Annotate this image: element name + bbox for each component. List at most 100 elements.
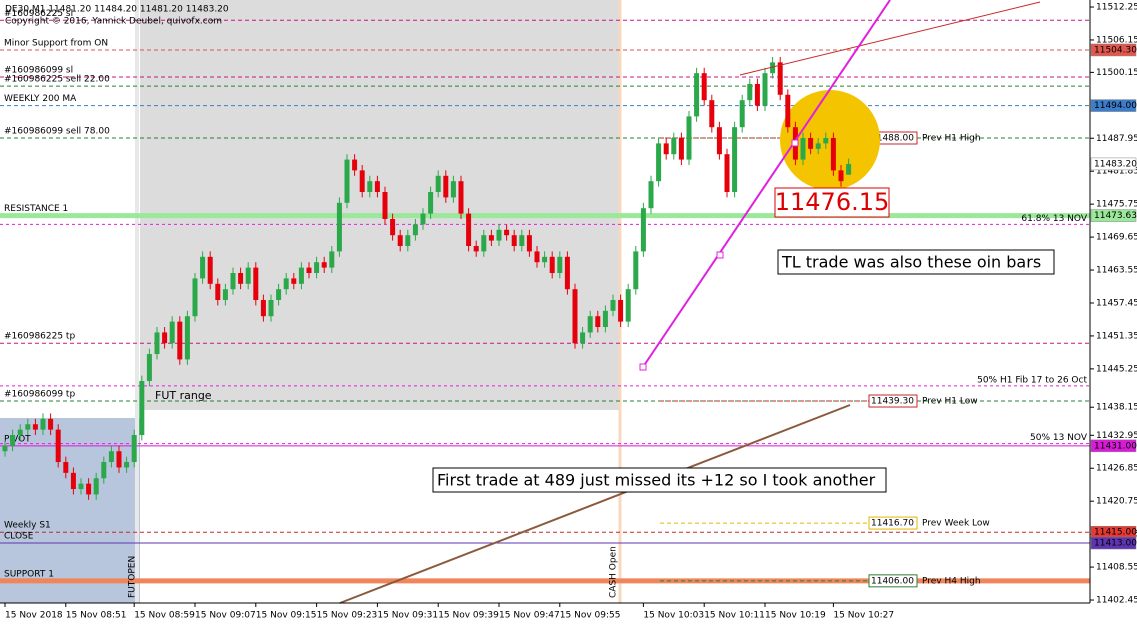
candle-body [830,137,836,171]
candle-body [732,127,738,192]
overlay-layer: 11476.15 TL trade was also these oin bar… [5,0,1055,604]
candle-body [329,251,335,268]
highlight-circle [780,90,880,190]
candle-body [40,418,46,430]
y-tick-label: 11512.25 [1096,3,1137,13]
price-callout-box [774,187,890,218]
x-tick-label: 15 Nov 09:31 [377,611,438,621]
candle-body [572,289,578,344]
trend-line [642,0,891,368]
candle-body [352,159,358,171]
candle-body [656,143,662,182]
level-label: SUPPORT 1 [4,569,54,579]
level-box [868,394,918,408]
candle-body [808,137,814,149]
candle-body [815,143,821,149]
candle-body [336,202,342,252]
candle-body [846,163,852,175]
y-tick-label: 11506.15 [1096,35,1137,45]
candle-body [762,73,768,106]
candle-body [519,235,525,247]
level-label: #160986099 sell 78.00 [4,126,110,136]
candle-body [405,235,411,247]
x-tick-label: 15 Nov 09:39 [438,611,499,621]
price-box-label: 11504.30 [1094,45,1137,55]
candle-body [146,354,152,382]
y-tick-label: 11487.95 [1096,134,1137,144]
candle-body [701,73,707,101]
price-box-label: 11483.20 [1094,159,1137,169]
y-tick-label: 11420.75 [1096,497,1137,507]
candle-body [625,289,631,322]
candle-body [382,191,388,220]
y-tick-label: 11451.35 [1096,331,1137,341]
candle-body [450,181,456,198]
candle-body [162,332,168,344]
candle-body [481,235,487,252]
candle-body [48,418,54,430]
candle-body [580,332,586,344]
price-box-label: 11413.00 [1094,539,1137,549]
symbol-header: DE30,M1 11481.20 11484.20 11481.20 11483… [5,5,229,15]
level-value: 11439.30 [871,397,914,407]
x-tick-label: 15 Nov 08:59 [134,611,195,621]
candle-body [785,94,791,128]
x-tick-label: 15 Nov 09:55 [560,611,621,621]
candle-body [542,256,548,263]
level-value: 11406.00 [871,576,914,586]
candle-body [55,429,61,463]
candle-body [78,483,84,490]
candle-body [526,235,532,252]
candle-body [169,321,175,344]
candle-body [260,300,266,317]
candle-body [154,332,160,355]
candle-body [663,143,669,155]
candle-body [633,251,639,290]
fib-label: 61.8% 13 NOV [1021,214,1087,224]
y-tick-label: 11402.45 [1096,596,1137,606]
candle-body [488,235,494,241]
candle-body [222,289,228,301]
note: TL trade was also these oin bars [781,253,1041,272]
price-box [1090,43,1137,57]
level-label: #160986099 sl [4,65,73,75]
level-label: #160986225 sell 22.00 [4,75,110,85]
candle-body [694,73,700,117]
vertical-label: FUTOPEN [128,556,138,598]
candle-body [564,256,570,290]
x-tick-label: 15 Nov 08:51 [66,611,127,621]
y-tick-label: 11463.55 [1096,266,1137,276]
price-box-label: 11415.00 [1094,528,1137,538]
level-label: PIVOT [4,434,31,444]
candle-body [770,62,776,74]
candle-body [686,116,692,160]
candle-body [374,181,380,192]
price-box [1090,99,1137,112]
candle-body [747,83,753,101]
candle-body [124,462,130,468]
candle-body [177,321,183,360]
trend-anchor [639,363,647,371]
candle-body [10,435,16,446]
candle-body [595,316,601,328]
price-box [1090,209,1137,222]
candle-body [671,137,677,155]
x-tick-label: 15 Nov 10:11 [704,611,765,621]
level-text: Prev H4 High [922,576,981,586]
level-label: Weekly S1 [4,521,51,531]
candle-body [101,462,107,479]
x-tick-label: 15 Nov 10:03 [643,611,704,621]
candle-body [428,191,434,214]
x-tick-label: 15 Nov 09:47 [499,611,560,621]
trend-anchor [791,139,799,147]
candle-body [496,229,502,241]
fib-label: 50% 13 NOV [1030,433,1088,443]
candle-body [739,100,745,128]
level-label: #160986225 tp [4,332,75,342]
level-box [868,574,918,588]
candle-body [397,235,403,247]
candle-body [724,154,730,192]
candle-body [291,278,297,284]
level-label: WEEKLY 200 MA [4,94,77,104]
candle-body [435,175,441,192]
